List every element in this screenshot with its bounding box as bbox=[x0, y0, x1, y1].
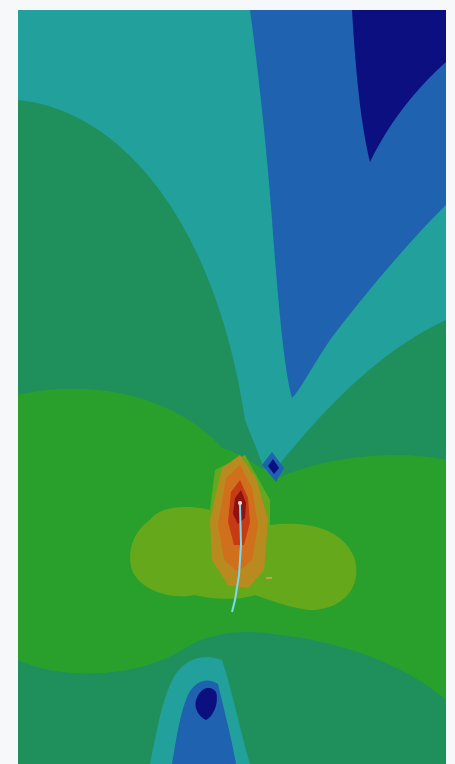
navy-spot bbox=[268, 459, 279, 474]
crack-line bbox=[231, 504, 243, 613]
crack-tip bbox=[238, 501, 242, 505]
navy-band bbox=[352, 10, 446, 162]
contour-field bbox=[18, 10, 446, 764]
lower-navy-band bbox=[195, 687, 217, 720]
lower-blue-band bbox=[172, 680, 236, 764]
